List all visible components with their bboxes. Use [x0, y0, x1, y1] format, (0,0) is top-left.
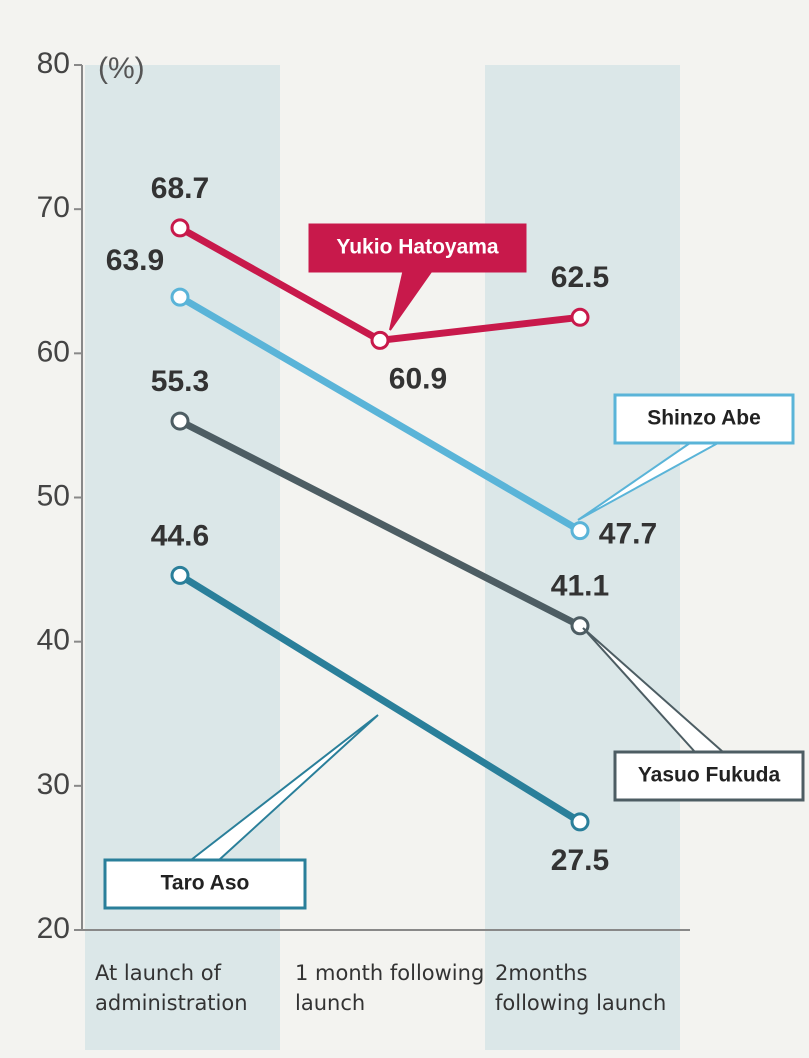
column-shade	[485, 65, 680, 1050]
legend-label: Yukio Hatoyama	[336, 236, 499, 259]
value-label: 55.3	[151, 365, 209, 398]
y-axis-label: (%)	[98, 52, 145, 85]
y-tick-label: 30	[37, 768, 70, 801]
page: (%) 20 30 40 50 60 70 80 68.7 60.9 62.5 Yukio Hato…	[0, 0, 809, 1058]
value-label: 44.6	[151, 519, 209, 552]
point	[572, 814, 588, 830]
value-label: 47.7	[599, 518, 657, 551]
value-label: 63.9	[106, 244, 164, 277]
callout-pointer	[390, 271, 432, 330]
y-tick-label: 50	[37, 479, 70, 512]
value-label: 41.1	[551, 570, 609, 603]
y-tick-label: 60	[37, 335, 70, 368]
legend-label: Yasuo Fukuda	[638, 764, 781, 787]
y-tick-label: 70	[37, 191, 70, 224]
value-label: 27.5	[551, 844, 609, 877]
point	[172, 289, 188, 305]
x-tick-label: At launch of administration	[95, 958, 285, 1018]
value-label: 62.5	[551, 261, 609, 294]
point	[172, 567, 188, 583]
legend-label: Taro Aso	[161, 872, 250, 895]
value-label: 68.7	[151, 172, 209, 205]
point	[572, 523, 588, 539]
y-tick-label: 80	[37, 47, 70, 80]
y-tick-label: 20	[37, 912, 70, 945]
chart: (%) 20 30 40 50 60 70 80 68.7 60.9 62.5 Yukio Hato…	[0, 0, 809, 1058]
point	[172, 220, 188, 236]
point	[372, 332, 388, 348]
y-tick-label: 40	[37, 624, 70, 657]
x-tick-label: 2months following launch	[495, 958, 685, 1018]
value-label: 60.9	[389, 362, 447, 395]
legend-label: Shinzo Abe	[647, 407, 761, 430]
point	[172, 413, 188, 429]
x-tick-label: 1 month following launch	[295, 958, 485, 1018]
point	[572, 309, 588, 325]
